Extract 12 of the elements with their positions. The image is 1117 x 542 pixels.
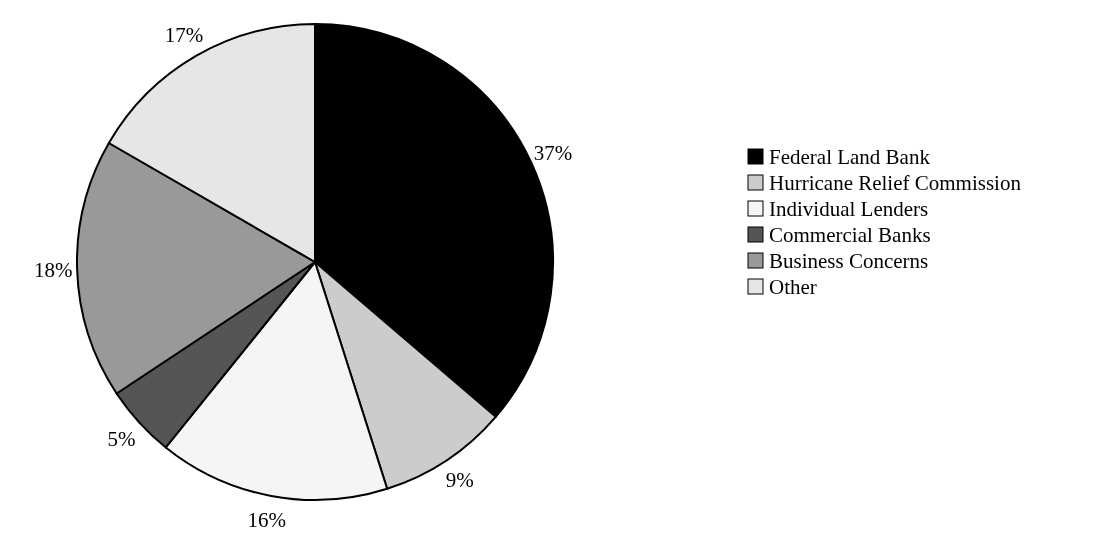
data-label: 18% [33,258,73,283]
legend-label: Hurricane Relief Commission [769,171,1022,195]
legend-label: Individual Lenders [769,197,929,221]
data-label: 5% [107,426,136,451]
data-label: 17% [164,23,204,48]
data-label: 9% [445,468,474,493]
legend-label: Business Concerns [769,249,929,273]
data-label: 37% [533,140,573,165]
legend-label: Other [769,275,817,299]
data-label: 16% [247,507,287,532]
legend-label: Federal Land Bank [769,145,931,169]
legend-label: Commercial Banks [769,223,931,247]
